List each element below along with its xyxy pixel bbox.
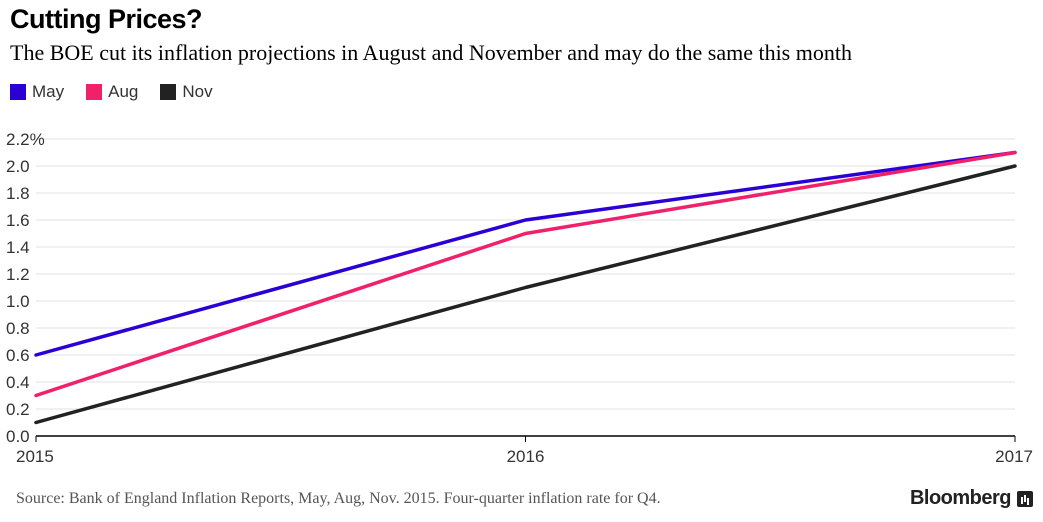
- source-note: Source: Bank of England Inflation Report…: [16, 490, 661, 507]
- legend-label-nov: Nov: [182, 82, 213, 101]
- y-tick-label: 0.6: [6, 346, 30, 365]
- y-tick-label: 0.0: [6, 427, 30, 446]
- brand-name: Bloomberg: [909, 487, 1012, 509]
- y-tick-label: 1.4: [6, 238, 30, 257]
- y-tick-label: 2.2%: [6, 130, 45, 149]
- chart-title: Cutting Prices?: [10, 4, 203, 34]
- x-tick-label: 2017: [995, 447, 1033, 466]
- series-line-may: [34, 150, 1017, 357]
- y-tick-label: 1.2: [6, 265, 30, 284]
- x-tick-label: 2015: [16, 447, 54, 466]
- chart-subtitle: The BOE cut its inflation projections in…: [10, 40, 852, 65]
- legend-item-nov: Nov: [160, 82, 213, 102]
- legend-swatch-aug: [86, 84, 103, 100]
- y-tick-label: 0.8: [6, 319, 30, 338]
- y-tick-label: 1.6: [6, 211, 30, 230]
- bar-chart-icon: [1017, 490, 1033, 507]
- legend-label-may: May: [32, 82, 65, 101]
- series-line-nov: [34, 164, 1017, 425]
- legend-swatch-may: [10, 84, 26, 100]
- y-tick-label: 0.2: [6, 400, 30, 419]
- legend: May Aug Nov: [10, 82, 213, 102]
- x-tick-label: 2016: [507, 447, 545, 466]
- y-tick-label: 1.8: [6, 184, 30, 203]
- legend-item-aug: Aug: [86, 82, 138, 102]
- y-tick-label: 2.0: [6, 157, 30, 176]
- y-tick-label: 0.4: [6, 373, 30, 392]
- legend-swatch-nov: [160, 84, 177, 100]
- legend-label-aug: Aug: [108, 82, 139, 101]
- series-line-aug: [34, 150, 1017, 398]
- legend-item-may: May: [10, 82, 64, 102]
- brand-logo: Bloomberg: [910, 487, 1033, 510]
- y-tick-label: 1.0: [6, 292, 30, 311]
